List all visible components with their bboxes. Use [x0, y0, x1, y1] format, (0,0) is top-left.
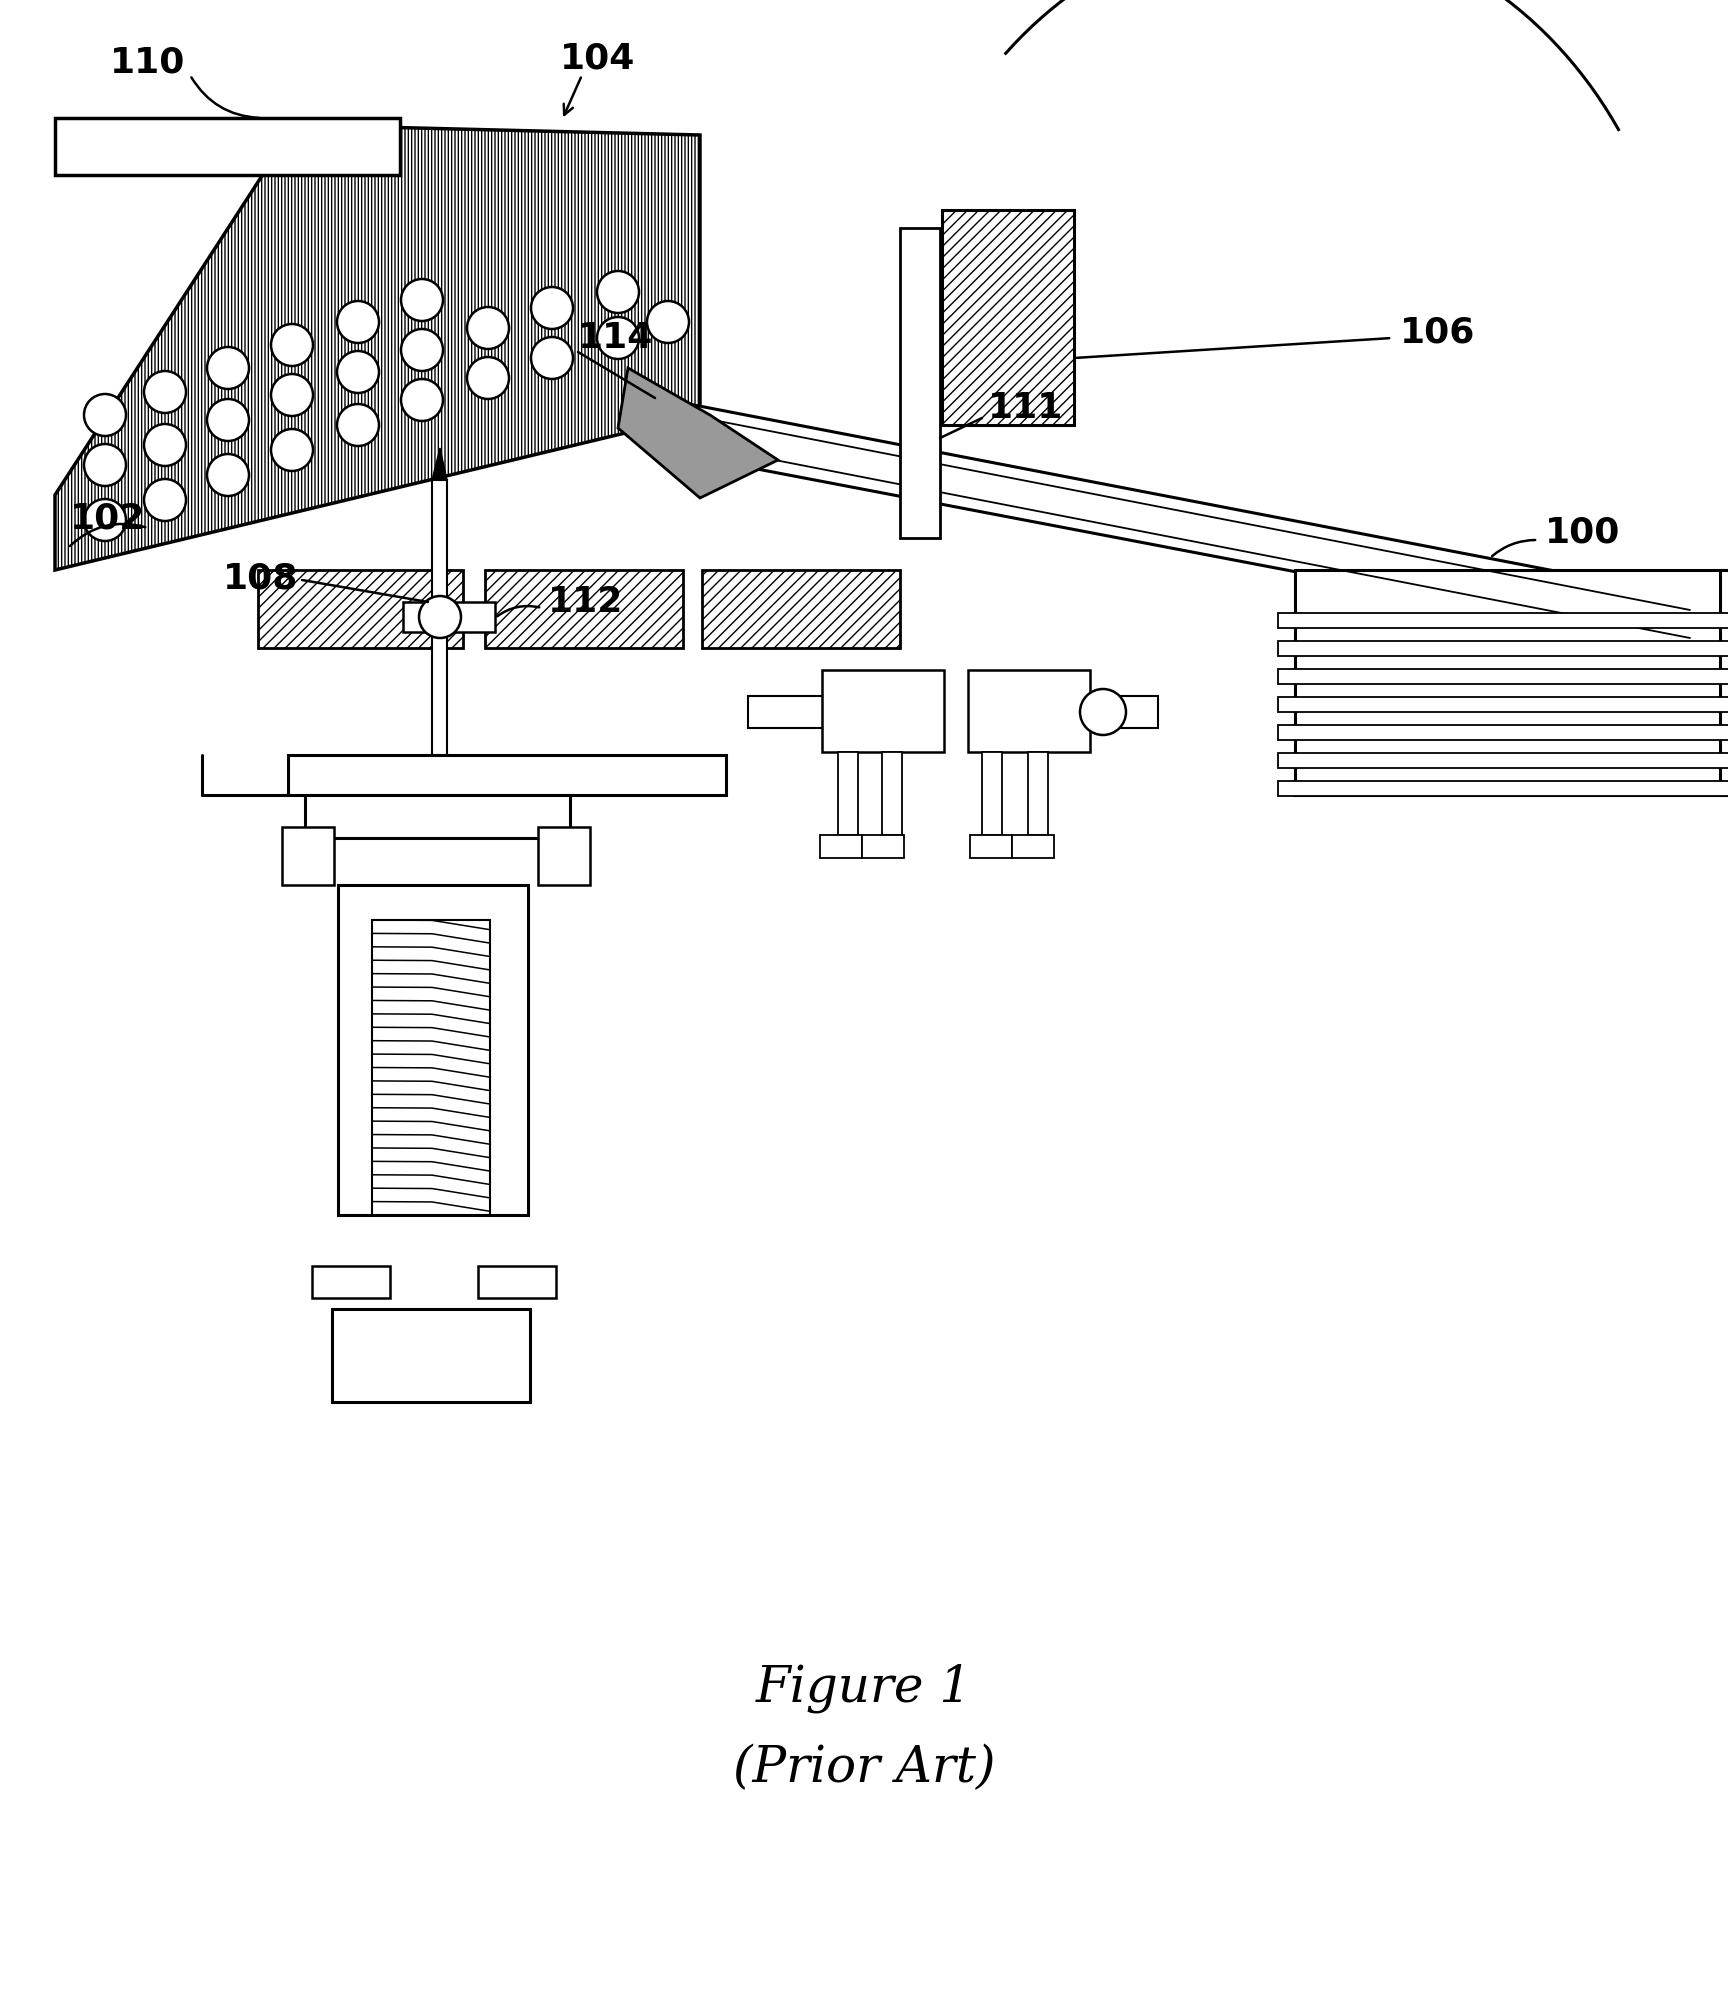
Bar: [257, 569, 463, 648]
Polygon shape: [669, 400, 1695, 648]
Bar: [313, 1266, 391, 1298]
Circle shape: [530, 288, 574, 330]
Bar: [479, 1266, 556, 1298]
Bar: [702, 569, 900, 648]
Circle shape: [143, 479, 187, 521]
Bar: [821, 835, 862, 857]
Bar: [1013, 835, 1054, 857]
Bar: [942, 209, 1075, 425]
Bar: [372, 919, 491, 1215]
Circle shape: [467, 356, 510, 398]
Text: 112: 112: [548, 585, 624, 620]
Bar: [306, 795, 570, 839]
Bar: [1294, 569, 1725, 795]
Circle shape: [271, 429, 313, 471]
Bar: [1279, 752, 1728, 769]
Circle shape: [337, 302, 378, 342]
Text: 114: 114: [577, 322, 653, 354]
Bar: [969, 835, 1013, 857]
Bar: [1090, 696, 1158, 728]
Text: 110: 110: [111, 44, 185, 78]
Circle shape: [143, 370, 187, 412]
Circle shape: [401, 280, 442, 322]
Circle shape: [418, 596, 461, 638]
Circle shape: [207, 398, 249, 441]
Bar: [1279, 614, 1728, 628]
Circle shape: [85, 499, 126, 541]
Circle shape: [596, 318, 639, 358]
Bar: [403, 602, 494, 632]
Bar: [838, 752, 859, 835]
Polygon shape: [55, 119, 399, 175]
Circle shape: [337, 404, 378, 447]
Circle shape: [207, 346, 249, 388]
Bar: [881, 752, 902, 835]
Text: 106: 106: [1400, 316, 1476, 348]
Text: 104: 104: [560, 40, 636, 74]
Bar: [968, 670, 1090, 752]
Circle shape: [143, 425, 187, 467]
Circle shape: [401, 378, 442, 421]
Circle shape: [596, 272, 639, 314]
Circle shape: [1080, 688, 1127, 734]
Bar: [1279, 724, 1728, 740]
Bar: [823, 670, 943, 752]
Text: Figure 1: Figure 1: [755, 1664, 973, 1712]
Polygon shape: [55, 125, 700, 569]
Bar: [432, 481, 448, 754]
Text: 108: 108: [223, 561, 297, 596]
Bar: [862, 835, 904, 857]
Text: 111: 111: [988, 390, 1063, 425]
Bar: [1279, 670, 1728, 684]
Bar: [1719, 569, 1728, 795]
Circle shape: [530, 336, 574, 378]
Circle shape: [646, 302, 689, 342]
Bar: [1279, 696, 1728, 712]
Bar: [486, 569, 683, 648]
Circle shape: [271, 374, 313, 416]
Polygon shape: [432, 449, 448, 481]
Polygon shape: [619, 368, 778, 499]
Bar: [982, 752, 1002, 835]
Text: 100: 100: [1545, 515, 1621, 549]
Bar: [339, 885, 529, 1215]
Bar: [748, 696, 826, 728]
Bar: [900, 227, 940, 537]
Bar: [537, 827, 589, 885]
Bar: [332, 1310, 530, 1402]
Circle shape: [85, 394, 126, 437]
Circle shape: [271, 324, 313, 366]
Circle shape: [207, 455, 249, 497]
Circle shape: [337, 350, 378, 392]
Text: 102: 102: [71, 501, 145, 535]
Circle shape: [467, 308, 510, 348]
Bar: [289, 754, 726, 795]
Text: (Prior Art): (Prior Art): [733, 1742, 995, 1793]
Circle shape: [401, 330, 442, 370]
Bar: [1028, 752, 1047, 835]
Bar: [1279, 642, 1728, 656]
Bar: [282, 827, 334, 885]
Bar: [1279, 781, 1728, 797]
Circle shape: [85, 445, 126, 487]
